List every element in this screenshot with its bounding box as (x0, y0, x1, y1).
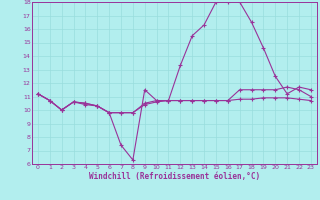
X-axis label: Windchill (Refroidissement éolien,°C): Windchill (Refroidissement éolien,°C) (89, 172, 260, 181)
